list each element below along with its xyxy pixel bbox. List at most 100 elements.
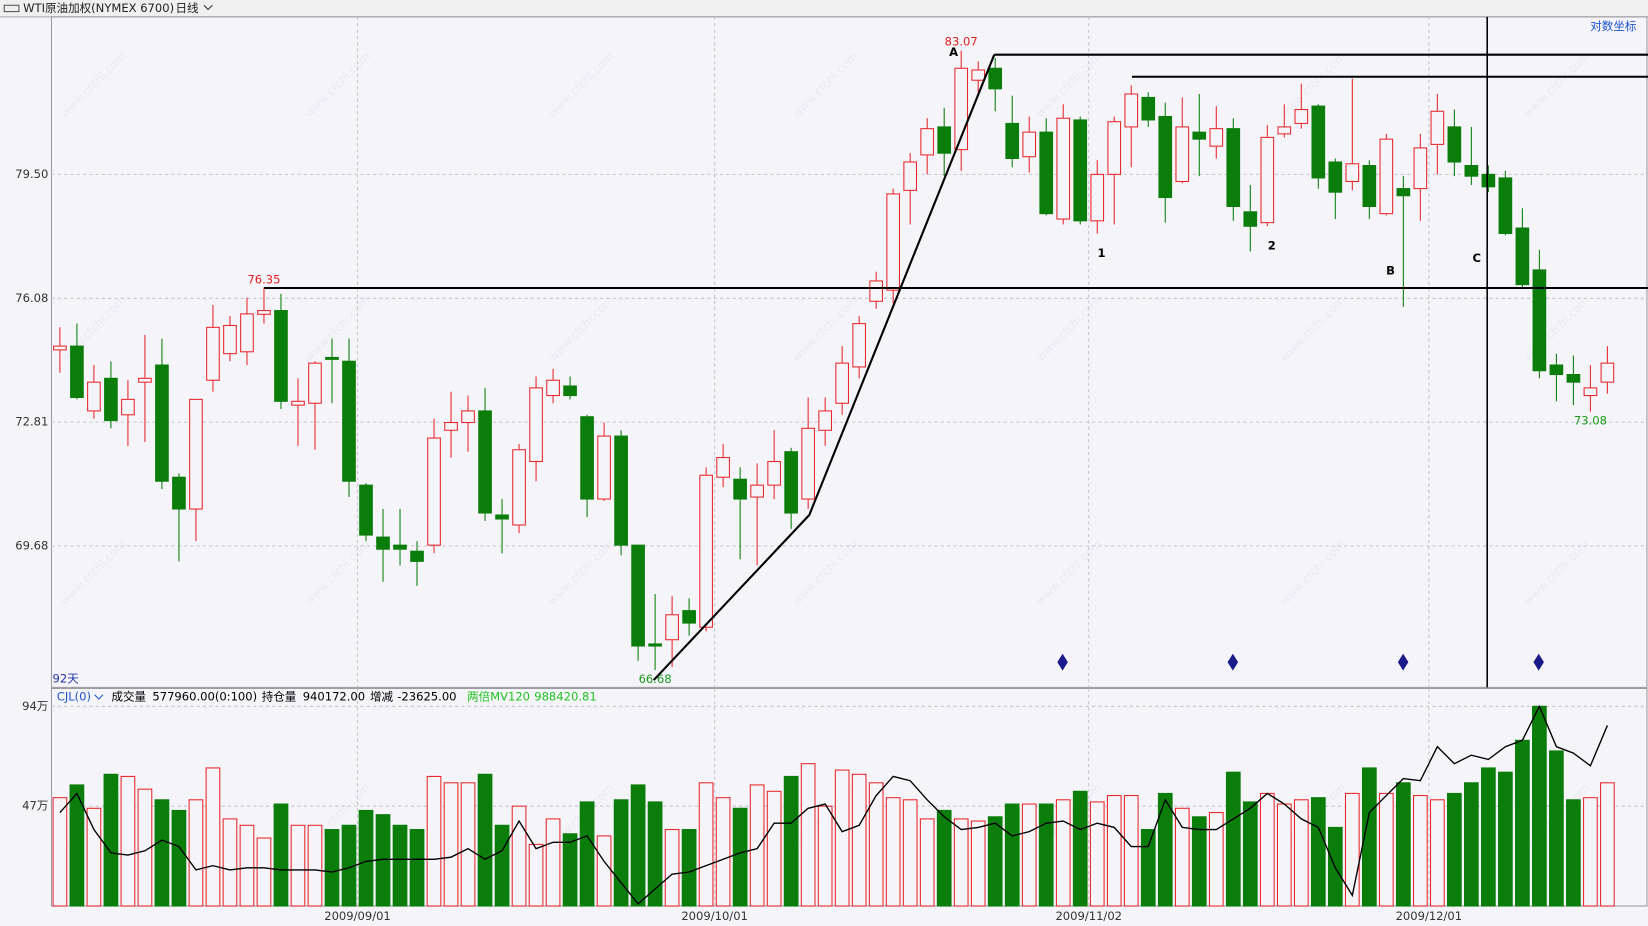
candle-body bbox=[1277, 126, 1292, 135]
candle-body bbox=[767, 460, 781, 486]
legend-label: 成交量 bbox=[111, 689, 146, 703]
open-interest-line bbox=[59, 704, 1609, 905]
volume-bar bbox=[783, 775, 799, 907]
volume-bar bbox=[545, 818, 561, 907]
volume-bar bbox=[1429, 799, 1445, 907]
candle-body bbox=[1600, 362, 1615, 383]
volume-bar bbox=[1140, 829, 1156, 907]
candle-body bbox=[1124, 93, 1139, 128]
candle-body bbox=[189, 398, 203, 510]
x-tick-label: 2009/09/01 bbox=[324, 909, 391, 923]
candle-body bbox=[1396, 188, 1411, 197]
candle-body bbox=[1515, 227, 1530, 286]
volume-bar bbox=[1259, 792, 1275, 907]
x-tick-label: 2009/12/01 bbox=[1396, 909, 1463, 923]
log-scale-toggle[interactable]: 对数坐标 bbox=[1590, 19, 1637, 33]
volume-bar bbox=[256, 837, 272, 907]
candle-body bbox=[1583, 387, 1598, 397]
extreme-label: 76.35 bbox=[247, 272, 280, 286]
legend-value: 940172.00 bbox=[303, 689, 365, 703]
y-tick-label: 79.50 bbox=[15, 167, 48, 181]
candle-body bbox=[886, 193, 901, 291]
legend-label: 两倍MV120 bbox=[467, 689, 530, 703]
candle-body bbox=[1107, 121, 1122, 175]
candle-body bbox=[733, 478, 747, 500]
volume-bar bbox=[1038, 803, 1054, 907]
candle-body bbox=[376, 536, 390, 550]
signal-diamond bbox=[1227, 653, 1239, 671]
volume-bar bbox=[1004, 803, 1020, 907]
volume-bar bbox=[1549, 750, 1564, 907]
volume-bar bbox=[1498, 771, 1513, 907]
volume-bar bbox=[120, 775, 136, 907]
candle-body bbox=[903, 161, 918, 191]
volume-bar bbox=[103, 773, 119, 907]
candle-body bbox=[1532, 269, 1547, 372]
candle-body bbox=[342, 360, 356, 482]
annotations: A 1 2 B C bbox=[949, 45, 1481, 278]
trend-line bbox=[652, 54, 996, 681]
candle-body bbox=[631, 544, 645, 647]
candle-body bbox=[1379, 138, 1394, 215]
candle-body bbox=[70, 345, 84, 398]
candle-body bbox=[155, 364, 169, 482]
indicator-dropdown[interactable] bbox=[94, 694, 104, 700]
volume-bar bbox=[1191, 816, 1207, 907]
volume-bar bbox=[1532, 705, 1547, 907]
candle-body bbox=[308, 362, 322, 404]
indicator-name[interactable]: CJL(0) bbox=[57, 689, 91, 703]
period-dropdown[interactable] bbox=[203, 4, 213, 11]
candle-body bbox=[138, 377, 152, 383]
volume-bar bbox=[290, 824, 306, 907]
volume-bar bbox=[69, 784, 85, 907]
period[interactable]: 日线 bbox=[176, 1, 200, 15]
candle-body bbox=[1566, 374, 1581, 383]
volume-bar bbox=[715, 797, 731, 907]
volume-bar bbox=[1225, 771, 1241, 907]
volume-bar bbox=[817, 805, 833, 907]
candle-body bbox=[478, 410, 492, 514]
volume-bar bbox=[1566, 799, 1581, 907]
candle-body bbox=[1549, 364, 1564, 376]
candle-body bbox=[716, 457, 730, 478]
candle-body bbox=[1260, 136, 1275, 224]
volume-bar bbox=[630, 784, 646, 907]
candle-body bbox=[444, 421, 458, 431]
volume-bar bbox=[834, 769, 850, 907]
volume-bar bbox=[579, 801, 595, 907]
candle-body bbox=[665, 614, 679, 641]
candle-body bbox=[393, 544, 407, 550]
candle-body bbox=[971, 69, 986, 81]
y-tick-label: 72.81 bbox=[15, 415, 48, 429]
drawings bbox=[263, 16, 1648, 688]
candle-body bbox=[699, 474, 713, 628]
volume-bar bbox=[1464, 782, 1479, 907]
candle-body bbox=[1192, 131, 1207, 140]
candle-body bbox=[1413, 147, 1428, 190]
candle-body bbox=[597, 435, 611, 500]
legend-value: -23625.00 bbox=[397, 689, 456, 703]
volume-bar bbox=[1481, 767, 1496, 907]
candle-body bbox=[580, 416, 594, 500]
volume-bar bbox=[528, 843, 544, 907]
volume-bar bbox=[664, 829, 680, 907]
volume-bar bbox=[647, 801, 663, 907]
candle-body bbox=[1209, 128, 1224, 147]
wave-label: 1 bbox=[1097, 246, 1105, 260]
volume-bar bbox=[358, 809, 374, 907]
candle-body bbox=[53, 345, 67, 351]
menu-icon[interactable] bbox=[3, 4, 20, 13]
candle-body bbox=[1430, 110, 1445, 145]
signals bbox=[1057, 653, 1544, 671]
candle-body bbox=[1226, 128, 1241, 207]
legend-value: 577960.00(0:100) bbox=[152, 689, 257, 703]
volume-bar bbox=[443, 782, 459, 907]
candle-body bbox=[988, 67, 1003, 90]
volume-bar bbox=[409, 829, 425, 907]
candle-body bbox=[1158, 115, 1173, 199]
volume-bar bbox=[477, 773, 493, 907]
volume-bar bbox=[732, 807, 748, 907]
wave-label: A bbox=[949, 45, 958, 59]
candle-body bbox=[172, 476, 186, 510]
volume-bar bbox=[1378, 792, 1394, 907]
